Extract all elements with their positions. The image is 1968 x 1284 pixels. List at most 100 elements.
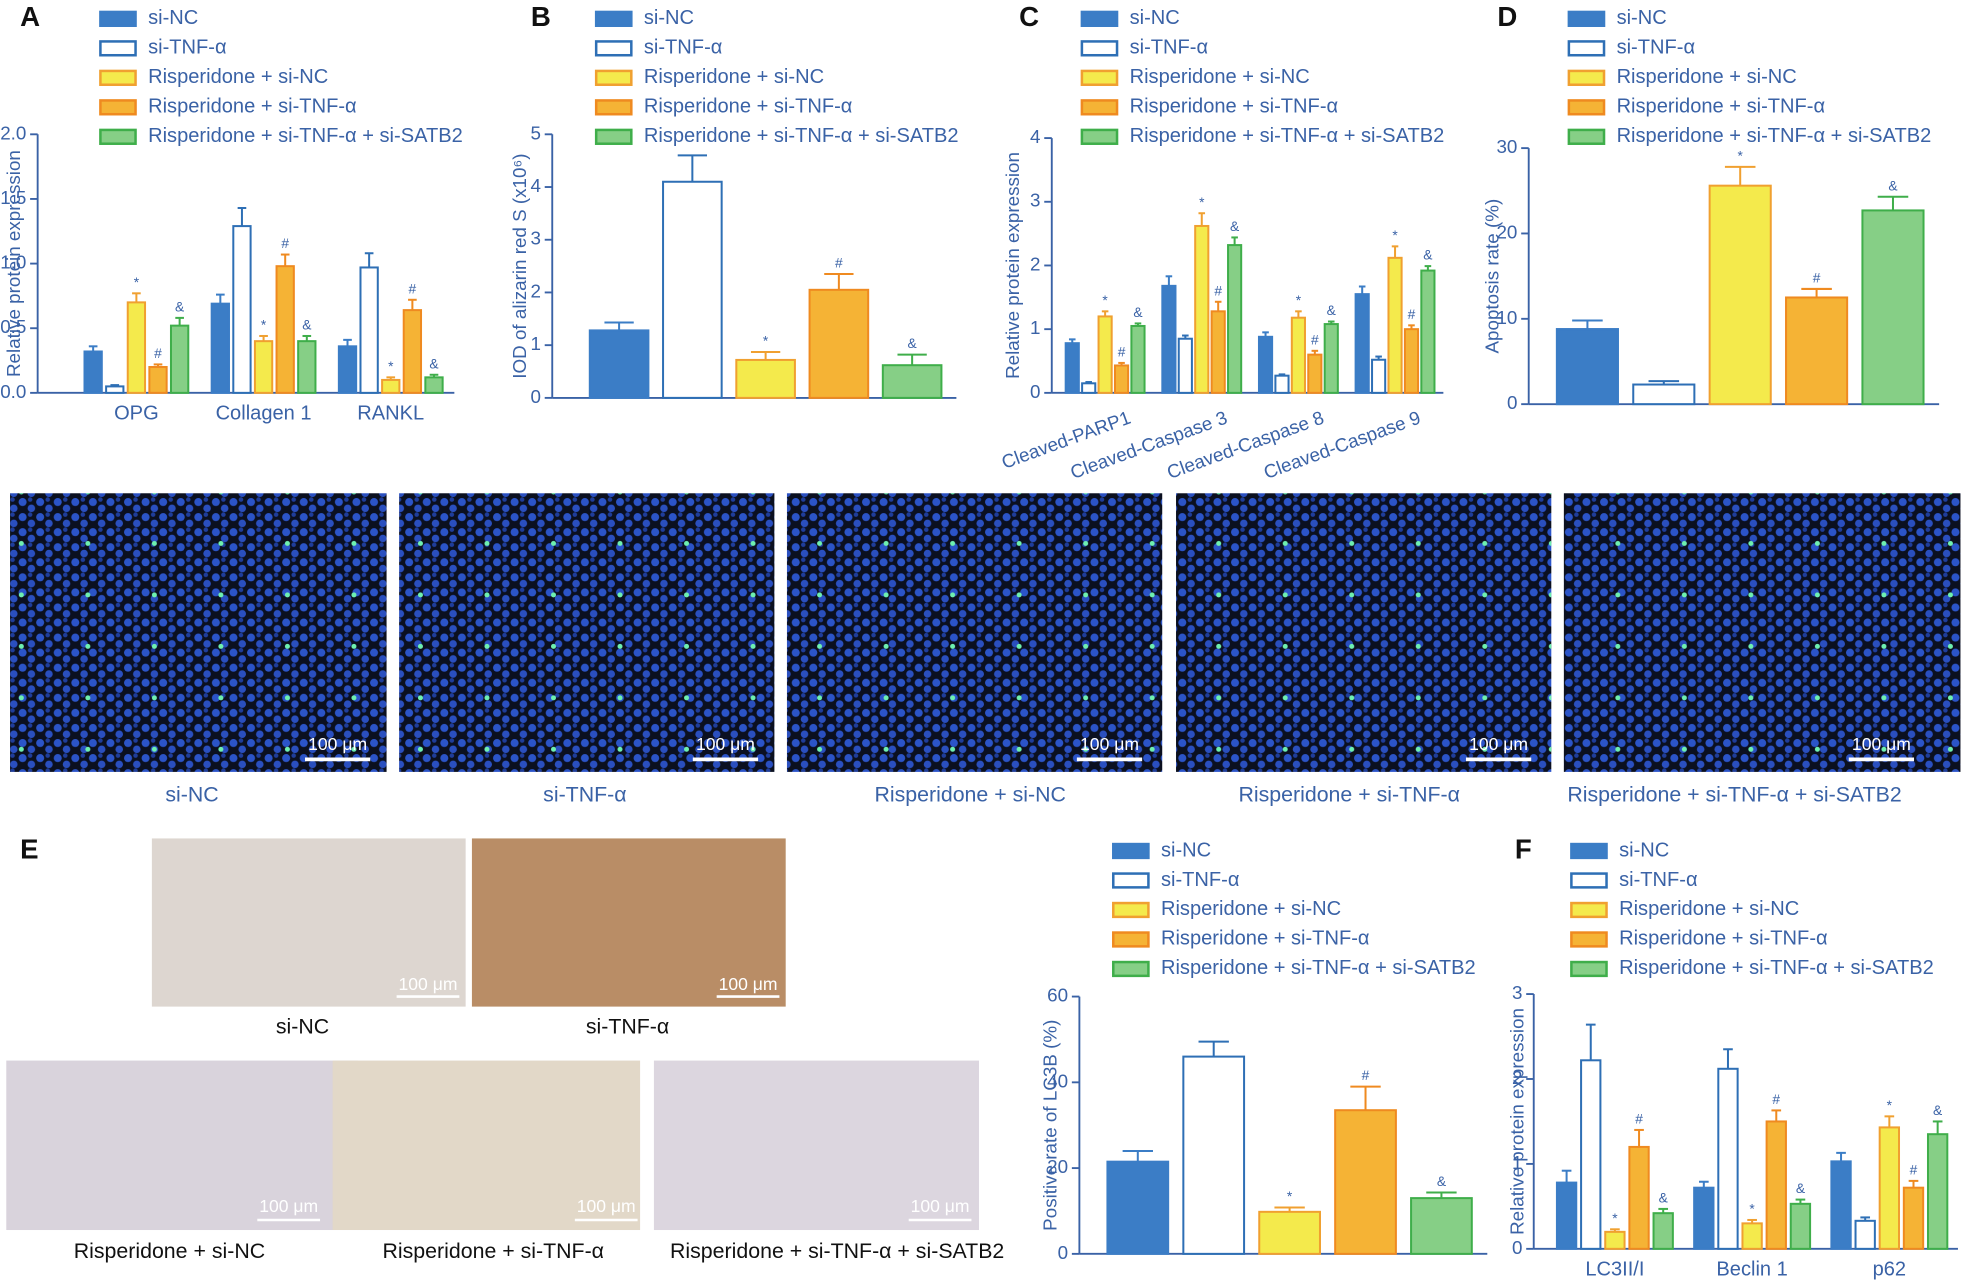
- y-tick-label: 60: [1047, 985, 1068, 1006]
- bar: [402, 309, 423, 394]
- bar: [1420, 269, 1436, 394]
- legend-swatch: [1570, 931, 1608, 948]
- bar: [210, 302, 230, 394]
- y-tick-label: 3: [1512, 982, 1522, 1003]
- significance-marker: #: [1772, 1092, 1780, 1107]
- legend-label: si-NC: [1161, 839, 1211, 861]
- significance-marker: &: [1327, 303, 1336, 318]
- bar: [1741, 1222, 1763, 1250]
- bar: [1693, 1186, 1715, 1250]
- legend-swatch: [1080, 99, 1119, 116]
- significance-marker: *: [1738, 148, 1744, 163]
- bar: [1307, 353, 1323, 394]
- significance-marker: *: [1296, 293, 1302, 308]
- significance-marker: #: [1635, 1112, 1643, 1127]
- significance-marker: &: [175, 299, 184, 314]
- bar: [232, 225, 252, 394]
- legend-label: Risperidone + si-TNF-α: [1619, 928, 1828, 950]
- image-caption: Risperidone + si-NC: [74, 1239, 265, 1263]
- significance-marker: #: [1910, 1162, 1918, 1177]
- scale-label: 100 μm: [1852, 734, 1911, 754]
- bar: [1652, 1212, 1674, 1250]
- legend-label: Risperidone + si-TNF-α + si-SATB2: [148, 125, 463, 147]
- significance-marker: #: [281, 236, 289, 251]
- image-overlay: [399, 493, 775, 772]
- legend-swatch: [1080, 128, 1119, 145]
- y-tick-label: 0.0: [0, 381, 26, 402]
- significance-marker: *: [134, 275, 140, 290]
- bar: [1258, 1210, 1321, 1255]
- y-tick-label: 0.5: [0, 316, 26, 337]
- bar: [1081, 382, 1097, 394]
- x-tick-label: Collagen 1: [216, 402, 312, 424]
- legend-swatch: [1080, 10, 1119, 27]
- bar: [1323, 323, 1339, 394]
- y-tick-label: 10: [1496, 307, 1517, 328]
- significance-marker: #: [154, 346, 162, 361]
- panel-label: A: [20, 1, 40, 32]
- chart: C Relative protein expression 0 1 2 3 4 si-NC si…: [999, 1, 1445, 483]
- y-tick-label: 0: [1512, 1237, 1522, 1258]
- scale-label: 100 μm: [1080, 734, 1139, 754]
- legend-label: Risperidone + si-TNF-α: [1617, 96, 1826, 118]
- y-tick-label: 1.0: [0, 252, 26, 273]
- legend-swatch: [99, 10, 137, 27]
- legend-swatch: [1112, 842, 1150, 860]
- legend-label: Risperidone + si-NC: [1161, 898, 1341, 920]
- image: [332, 1060, 641, 1231]
- legend-swatch: [1112, 960, 1150, 978]
- legend-swatch: [99, 40, 137, 57]
- bar: [1410, 1197, 1473, 1255]
- legend-label: Risperidone + si-TNF-α: [644, 96, 853, 118]
- y-tick-label: 4: [530, 175, 540, 196]
- significance-marker: &: [1659, 1191, 1668, 1206]
- scale-label: 100 μm: [719, 974, 778, 994]
- legend-label: si-NC: [644, 7, 694, 29]
- bar: [1106, 1160, 1170, 1255]
- legend-swatch: [99, 69, 137, 86]
- legend-label: Risperidone + si-NC: [644, 66, 824, 88]
- y-tick-label: 1: [1512, 1152, 1522, 1173]
- significance-marker: *: [1887, 1098, 1893, 1113]
- legend-label: Risperidone + si-NC: [148, 66, 328, 88]
- legend-label: Risperidone + si-NC: [1617, 66, 1797, 88]
- image: [6, 1060, 358, 1231]
- legend-label: si-TNF-α: [1617, 37, 1696, 59]
- bar: [1227, 244, 1243, 394]
- bar: [1113, 364, 1130, 394]
- scale-label: 100 μm: [696, 734, 755, 754]
- bar: [1789, 1202, 1812, 1250]
- bar: [1902, 1186, 1925, 1250]
- significance-marker: &: [1796, 1181, 1805, 1196]
- x-tick-label: OPG: [114, 402, 159, 424]
- legend-swatch: [1570, 842, 1608, 860]
- legend-label: si-NC: [1619, 839, 1669, 861]
- bar: [83, 350, 103, 394]
- image-caption: Risperidone + si-TNF-α: [382, 1239, 604, 1263]
- significance-marker: #: [1813, 271, 1821, 286]
- bar: [1403, 328, 1420, 394]
- legend-label: Risperidone + si-NC: [1619, 898, 1799, 920]
- bar: [1161, 284, 1177, 394]
- bar: [1274, 374, 1290, 394]
- y-tick-label: 0: [1507, 392, 1517, 413]
- significance-marker: *: [1392, 228, 1398, 243]
- bar: [275, 265, 295, 394]
- x-tick-label: LC3II/I: [1585, 1258, 1644, 1280]
- legend-swatch: [99, 128, 137, 145]
- y-tick-label: 3: [530, 228, 540, 249]
- y-tick-label: 5: [530, 122, 540, 143]
- bar: [424, 376, 444, 394]
- significance-marker: *: [763, 334, 769, 349]
- legend-label: Risperidone + si-NC: [1130, 66, 1310, 88]
- y-axis-label: Relative protein expression: [1507, 1008, 1528, 1235]
- bar: [1097, 315, 1113, 394]
- legend-swatch: [1112, 901, 1150, 919]
- x-tick-label: RANKL: [357, 402, 424, 424]
- y-axis-label: Positive rate of LC3B (%): [1040, 1020, 1061, 1231]
- bar: [588, 329, 650, 399]
- bar: [1210, 310, 1226, 394]
- legend-swatch: [1570, 960, 1608, 978]
- bar: [1604, 1230, 1626, 1250]
